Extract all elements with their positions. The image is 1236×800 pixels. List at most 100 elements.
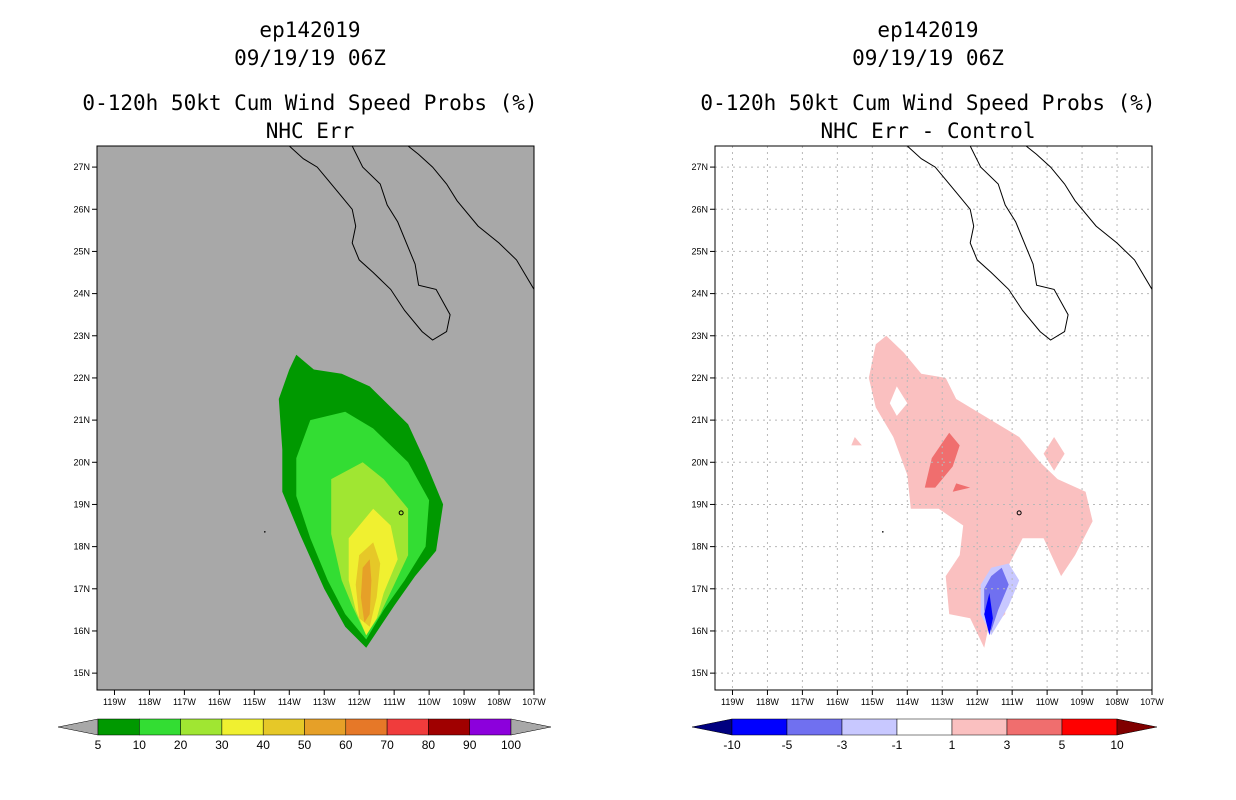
- coastline-baja: [906, 146, 1069, 341]
- x-tick-label: 109W: [452, 697, 476, 707]
- colorbar-high-arrow: [1116, 718, 1158, 736]
- colorbar-cell: [304, 718, 347, 736]
- colorbar-cell: [262, 718, 305, 736]
- x-tick-label: 111W: [383, 697, 406, 707]
- y-tick-label: 25N: [73, 246, 90, 256]
- y-tick-label: 26N: [691, 204, 708, 214]
- x-tick-label: 114W: [278, 697, 301, 707]
- x-tick-label: 114W: [896, 697, 919, 707]
- colorbar-cell: [1006, 718, 1063, 736]
- x-tick-label: 117W: [791, 697, 814, 707]
- colorbar-label: -5: [782, 738, 793, 752]
- colorbar-cell: [786, 718, 843, 736]
- colorbar-label: 80: [422, 738, 436, 752]
- y-tick-label: 20N: [73, 457, 90, 467]
- colorbar-label: 10: [133, 738, 147, 752]
- colorbar-cell: [97, 718, 140, 736]
- contour-level-1: [1043, 437, 1065, 471]
- y-tick-label: 27N: [73, 162, 90, 172]
- x-tick-label: 115W: [243, 697, 266, 707]
- colorbar-label: 30: [215, 738, 229, 752]
- y-tick-label: 26N: [73, 204, 90, 214]
- colorbar-low-arrow: [691, 718, 733, 736]
- x-tick-label: 119W: [721, 697, 744, 707]
- x-tick-label: 109W: [1070, 697, 1094, 707]
- colorbar-label: 10: [1110, 738, 1124, 752]
- coastline-mainland: [1025, 146, 1152, 290]
- island-clarion: [882, 531, 884, 533]
- colorbar-cell: [139, 718, 181, 736]
- y-tick-label: 23N: [691, 331, 708, 341]
- left-probability-map: 119W 118W 117W 116W 115W 114W 113W 112W 111W 110W…: [57, 145, 552, 752]
- contour-level--5: [984, 593, 993, 636]
- x-tick-label: 110W: [418, 697, 441, 707]
- left-subtitle: NHC Err: [265, 119, 355, 143]
- colorbar-cell: [180, 718, 223, 736]
- x-tick-label: 107W: [1140, 697, 1164, 707]
- colorbar-cell: [731, 718, 788, 736]
- colorbar-label: 3: [1004, 738, 1011, 752]
- left-storm-id: ep142019: [259, 18, 361, 42]
- colorbar-label: 5: [95, 738, 102, 752]
- x-tick-label: 116W: [208, 697, 231, 707]
- colorbar-low-arrow: [57, 718, 99, 736]
- x-tick-label: 118W: [756, 697, 779, 707]
- y-tick-label: 15N: [73, 668, 90, 678]
- contour-level-1: [851, 437, 862, 446]
- x-tick-label: 119W: [103, 697, 126, 707]
- x-tick-label: 117W: [173, 697, 196, 707]
- colorbar-cell: [221, 718, 264, 736]
- coastline-mainland: [407, 146, 534, 290]
- y-tick-label: 21N: [691, 415, 708, 425]
- colorbar-label: 1: [949, 738, 956, 752]
- x-tick-label: 107W: [522, 697, 546, 707]
- y-tick-label: 17N: [73, 584, 90, 594]
- colorbar-label: 90: [463, 738, 477, 752]
- colorbar-cell: [428, 718, 470, 736]
- colorbar-label: -3: [837, 738, 848, 752]
- colorbar-label: 60: [339, 738, 353, 752]
- island-socorro: [398, 510, 404, 516]
- x-tick-label: 116W: [826, 697, 849, 707]
- plot-content: [715, 146, 1152, 690]
- contour-level--1: [889, 386, 908, 416]
- x-tick-label: 111W: [1001, 697, 1024, 707]
- right-difference-map: 119W 118W 117W 116W 115W 114W 113W 112W 111W 110W…: [691, 145, 1164, 752]
- y-tick-label: 27N: [691, 162, 708, 172]
- y-tick-label: 19N: [73, 499, 90, 509]
- colorbar-cell: [345, 718, 388, 736]
- y-tick-label: 18N: [691, 542, 708, 552]
- y-tick-label: 18N: [73, 542, 90, 552]
- plot-frame: [714, 145, 1153, 691]
- y-tick-label: 24N: [73, 289, 90, 299]
- colorbar-label: -10: [723, 738, 741, 752]
- y-tick-label: 20N: [691, 457, 708, 467]
- contour-level-3: [952, 483, 971, 492]
- right-subtitle: NHC Err - Control: [820, 119, 1036, 143]
- y-tick-label: 15N: [691, 668, 708, 678]
- plot-content: [264, 146, 534, 648]
- x-tick-label: 112W: [348, 697, 371, 707]
- colorbar-label: -1: [892, 738, 903, 752]
- right-title: 0-120h 50kt Cum Wind Speed Probs (%): [700, 91, 1156, 115]
- colorbar-label: 100: [501, 738, 521, 752]
- y-tick-label: 17N: [691, 584, 708, 594]
- y-tick-label: 22N: [73, 373, 90, 383]
- y-tick-label: 25N: [691, 246, 708, 256]
- right-datetime: 09/19/19 06Z: [852, 46, 1004, 70]
- colorbar-cell: [1061, 718, 1118, 736]
- colorbar-label: 40: [257, 738, 271, 752]
- colorbar-label: 5: [1059, 738, 1066, 752]
- colorbar-cell: [951, 718, 1008, 736]
- coastline-baja: [288, 146, 451, 341]
- y-tick-label: 24N: [691, 289, 708, 299]
- colorbar-label: 70: [380, 738, 394, 752]
- contour-level-50: [360, 559, 372, 623]
- contour-level-3: [924, 432, 960, 488]
- contour-level-1: [868, 335, 1093, 648]
- y-tick-label: 21N: [73, 415, 90, 425]
- colorbar-cell: [469, 718, 512, 736]
- y-tick-label: 23N: [73, 331, 90, 341]
- x-tick-label: 110W: [1036, 697, 1059, 707]
- colorbar-label: 50: [298, 738, 312, 752]
